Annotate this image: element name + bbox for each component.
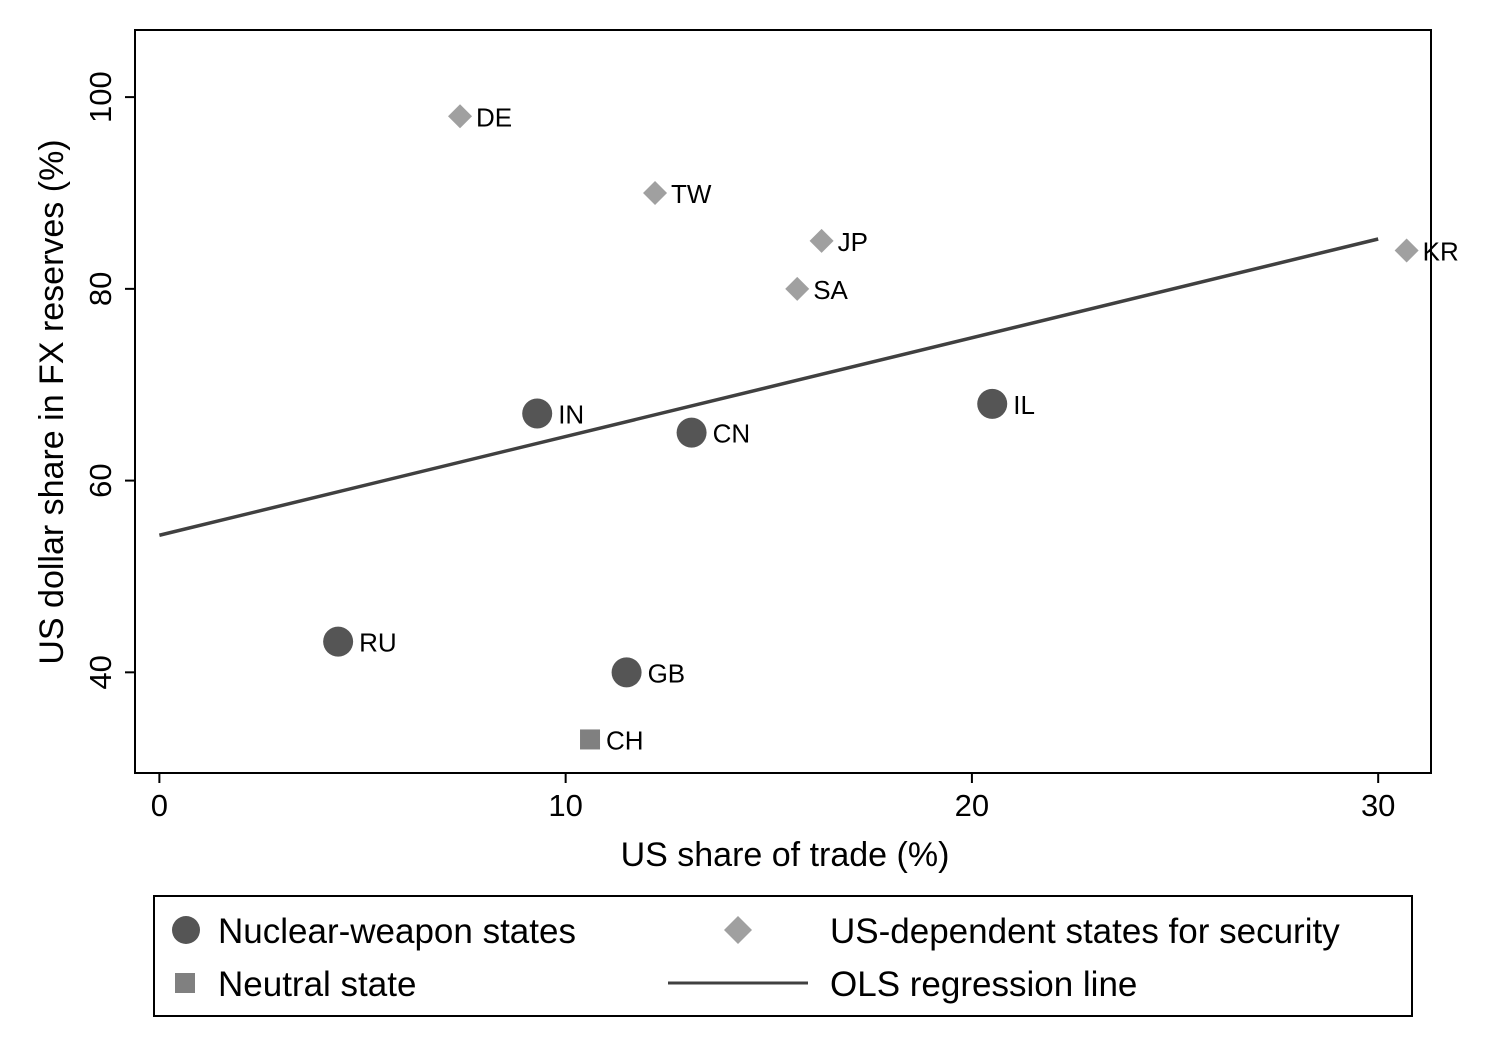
point-kr bbox=[1394, 238, 1419, 263]
point-label-cn: CN bbox=[713, 419, 751, 449]
x-tick-label: 0 bbox=[151, 788, 168, 823]
point-label-ru: RU bbox=[359, 628, 397, 658]
x-axis: 0 10 20 30 bbox=[151, 773, 1395, 823]
point-sa bbox=[785, 276, 810, 301]
point-label-il: IL bbox=[1013, 390, 1035, 420]
legend-diamond-marker bbox=[724, 916, 752, 944]
legend-label-neutral: Neutral state bbox=[218, 965, 416, 1004]
regression-line bbox=[158, 237, 1379, 537]
point-label-tw: TW bbox=[671, 179, 712, 209]
point-label-ch: CH bbox=[606, 725, 644, 755]
legend-box bbox=[153, 895, 1413, 1017]
point-jp bbox=[809, 228, 834, 253]
y-tick-label: 100 bbox=[83, 71, 118, 123]
point-il bbox=[977, 388, 1008, 419]
point-label-sa: SA bbox=[813, 275, 848, 305]
point-gb bbox=[611, 657, 642, 688]
x-axis-title: US share of trade (%) bbox=[621, 836, 950, 874]
point-label-jp: JP bbox=[838, 227, 868, 257]
y-axis: 40 60 80 100 bbox=[83, 71, 135, 690]
legend-label-us-dependent: US-dependent states for security bbox=[830, 912, 1340, 951]
y-tick-label: 80 bbox=[83, 272, 118, 306]
point-label-kr: KR bbox=[1423, 237, 1459, 267]
regression-layer bbox=[158, 237, 1379, 537]
points-layer: IN CN IL RU GB DE TW JP SA KR CH bbox=[323, 102, 1459, 755]
point-label-de: DE bbox=[476, 102, 512, 132]
y-axis-title: US dollar share in FX reserves (%) bbox=[33, 139, 71, 664]
point-ch bbox=[580, 729, 601, 750]
legend-label-regression: OLS regression line bbox=[830, 965, 1137, 1004]
x-tick-label: 20 bbox=[955, 788, 989, 823]
x-tick-label: 10 bbox=[548, 788, 582, 823]
legend: Nuclear-weapon states US-dependent state… bbox=[153, 895, 1413, 1017]
point-tw bbox=[643, 180, 668, 205]
point-label-in: IN bbox=[558, 399, 584, 429]
point-ru bbox=[323, 626, 354, 657]
plot-area bbox=[134, 29, 1432, 774]
point-de bbox=[448, 104, 473, 129]
legend-square-marker bbox=[175, 973, 195, 993]
point-in bbox=[522, 398, 553, 429]
point-cn bbox=[676, 417, 707, 448]
x-tick-label: 30 bbox=[1361, 788, 1395, 823]
y-tick-label: 60 bbox=[83, 463, 118, 497]
legend-label-nuclear: Nuclear-weapon states bbox=[218, 912, 576, 951]
point-label-gb: GB bbox=[648, 658, 686, 688]
y-tick-label: 40 bbox=[83, 655, 118, 689]
legend-circle-marker bbox=[172, 916, 200, 944]
